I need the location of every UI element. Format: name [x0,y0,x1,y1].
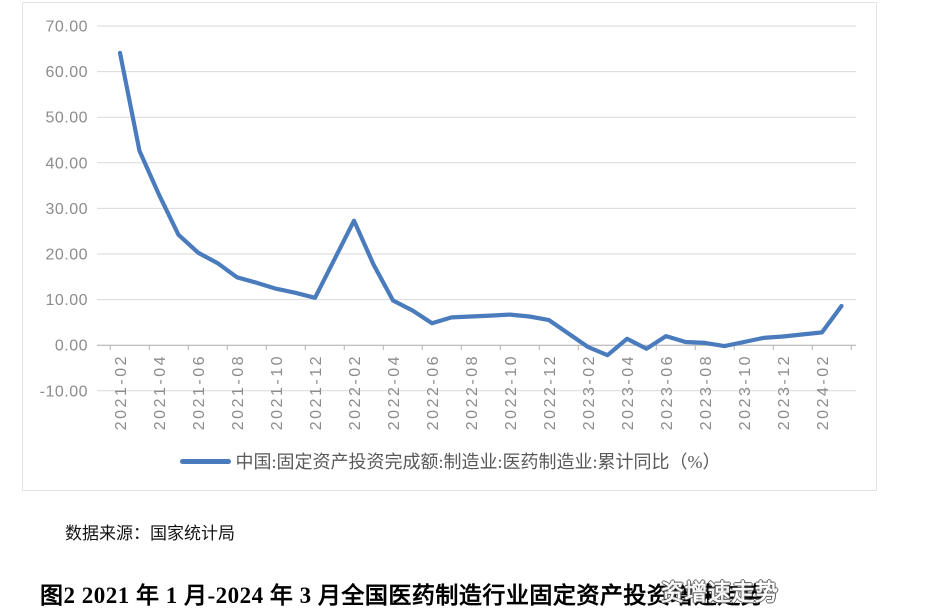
x-axis-label: 2023-10 [737,354,754,430]
x-axis-label: 2021-12 [308,354,325,430]
x-axis-label: 2022-04 [386,354,403,430]
x-axis-label: 2022-06 [425,354,442,430]
y-axis-label: 40.00 [45,155,88,172]
y-axis-label: 20.00 [45,247,88,264]
figure-caption-tail: 资增速走势 [646,583,765,608]
x-axis-label: 2021-10 [269,354,286,430]
line-chart: 70.00 60.00 50.00 40.00 30.00 20.00 10.00 0.00 -… [40,19,856,430]
x-axis-label: 2021-02 [113,354,130,430]
x-axis-label: 2023-08 [698,354,715,430]
x-axis-label: 2023-12 [776,354,793,430]
y-axis-label: -10.00 [40,383,88,400]
y-axis-label: 0.00 [55,338,88,355]
x-axis-label: 2022-02 [347,354,364,430]
figure-caption: 图2 2021 年 1 月-2024 年 3 月全国医药制造行业固定资产投资增速… [40,576,778,610]
x-axis-label: 2021-08 [230,354,247,430]
series-line [117,50,844,358]
y-axis-label: 50.00 [45,110,88,127]
legend-line-marker [179,458,231,464]
x-axis-label: 2021-04 [152,354,169,430]
x-axis-label: 2023-02 [581,354,598,430]
figure-caption-main: 图2 2021 年 1 月-2024 年 3 月全国医药制造行业固定资产投 [40,583,647,608]
y-axis-label: 60.00 [45,64,88,81]
x-axis-label: 2022-08 [464,354,481,430]
x-axis-label: 2021-06 [191,354,208,430]
chart-area [22,2,877,491]
chart-legend: 中国:固定资产投资完成额:制造业:医药制造业:累计同比（%） [22,448,878,474]
x-axis-label: 2022-12 [542,354,559,430]
figure-caption-tail-wrap: 资增速走势 资增速走势 [646,576,778,610]
y-axis-label: 30.00 [45,201,88,218]
x-axis-label: 2022-10 [503,354,520,430]
data-source-note: 数据来源：国家统计局 [65,524,235,543]
y-axis-label: 10.00 [45,292,88,309]
watermark-overlay-text: 资增速走势 [660,580,779,605]
legend-label: 中国:固定资产投资完成额:制造业:医药制造业:累计同比（%） [235,452,721,472]
x-axis-label: 2024-02 [815,354,832,430]
y-axis-label: 70.00 [45,19,88,36]
x-axis-label: 2023-06 [659,354,676,430]
x-axis-label: 2023-04 [620,354,637,430]
